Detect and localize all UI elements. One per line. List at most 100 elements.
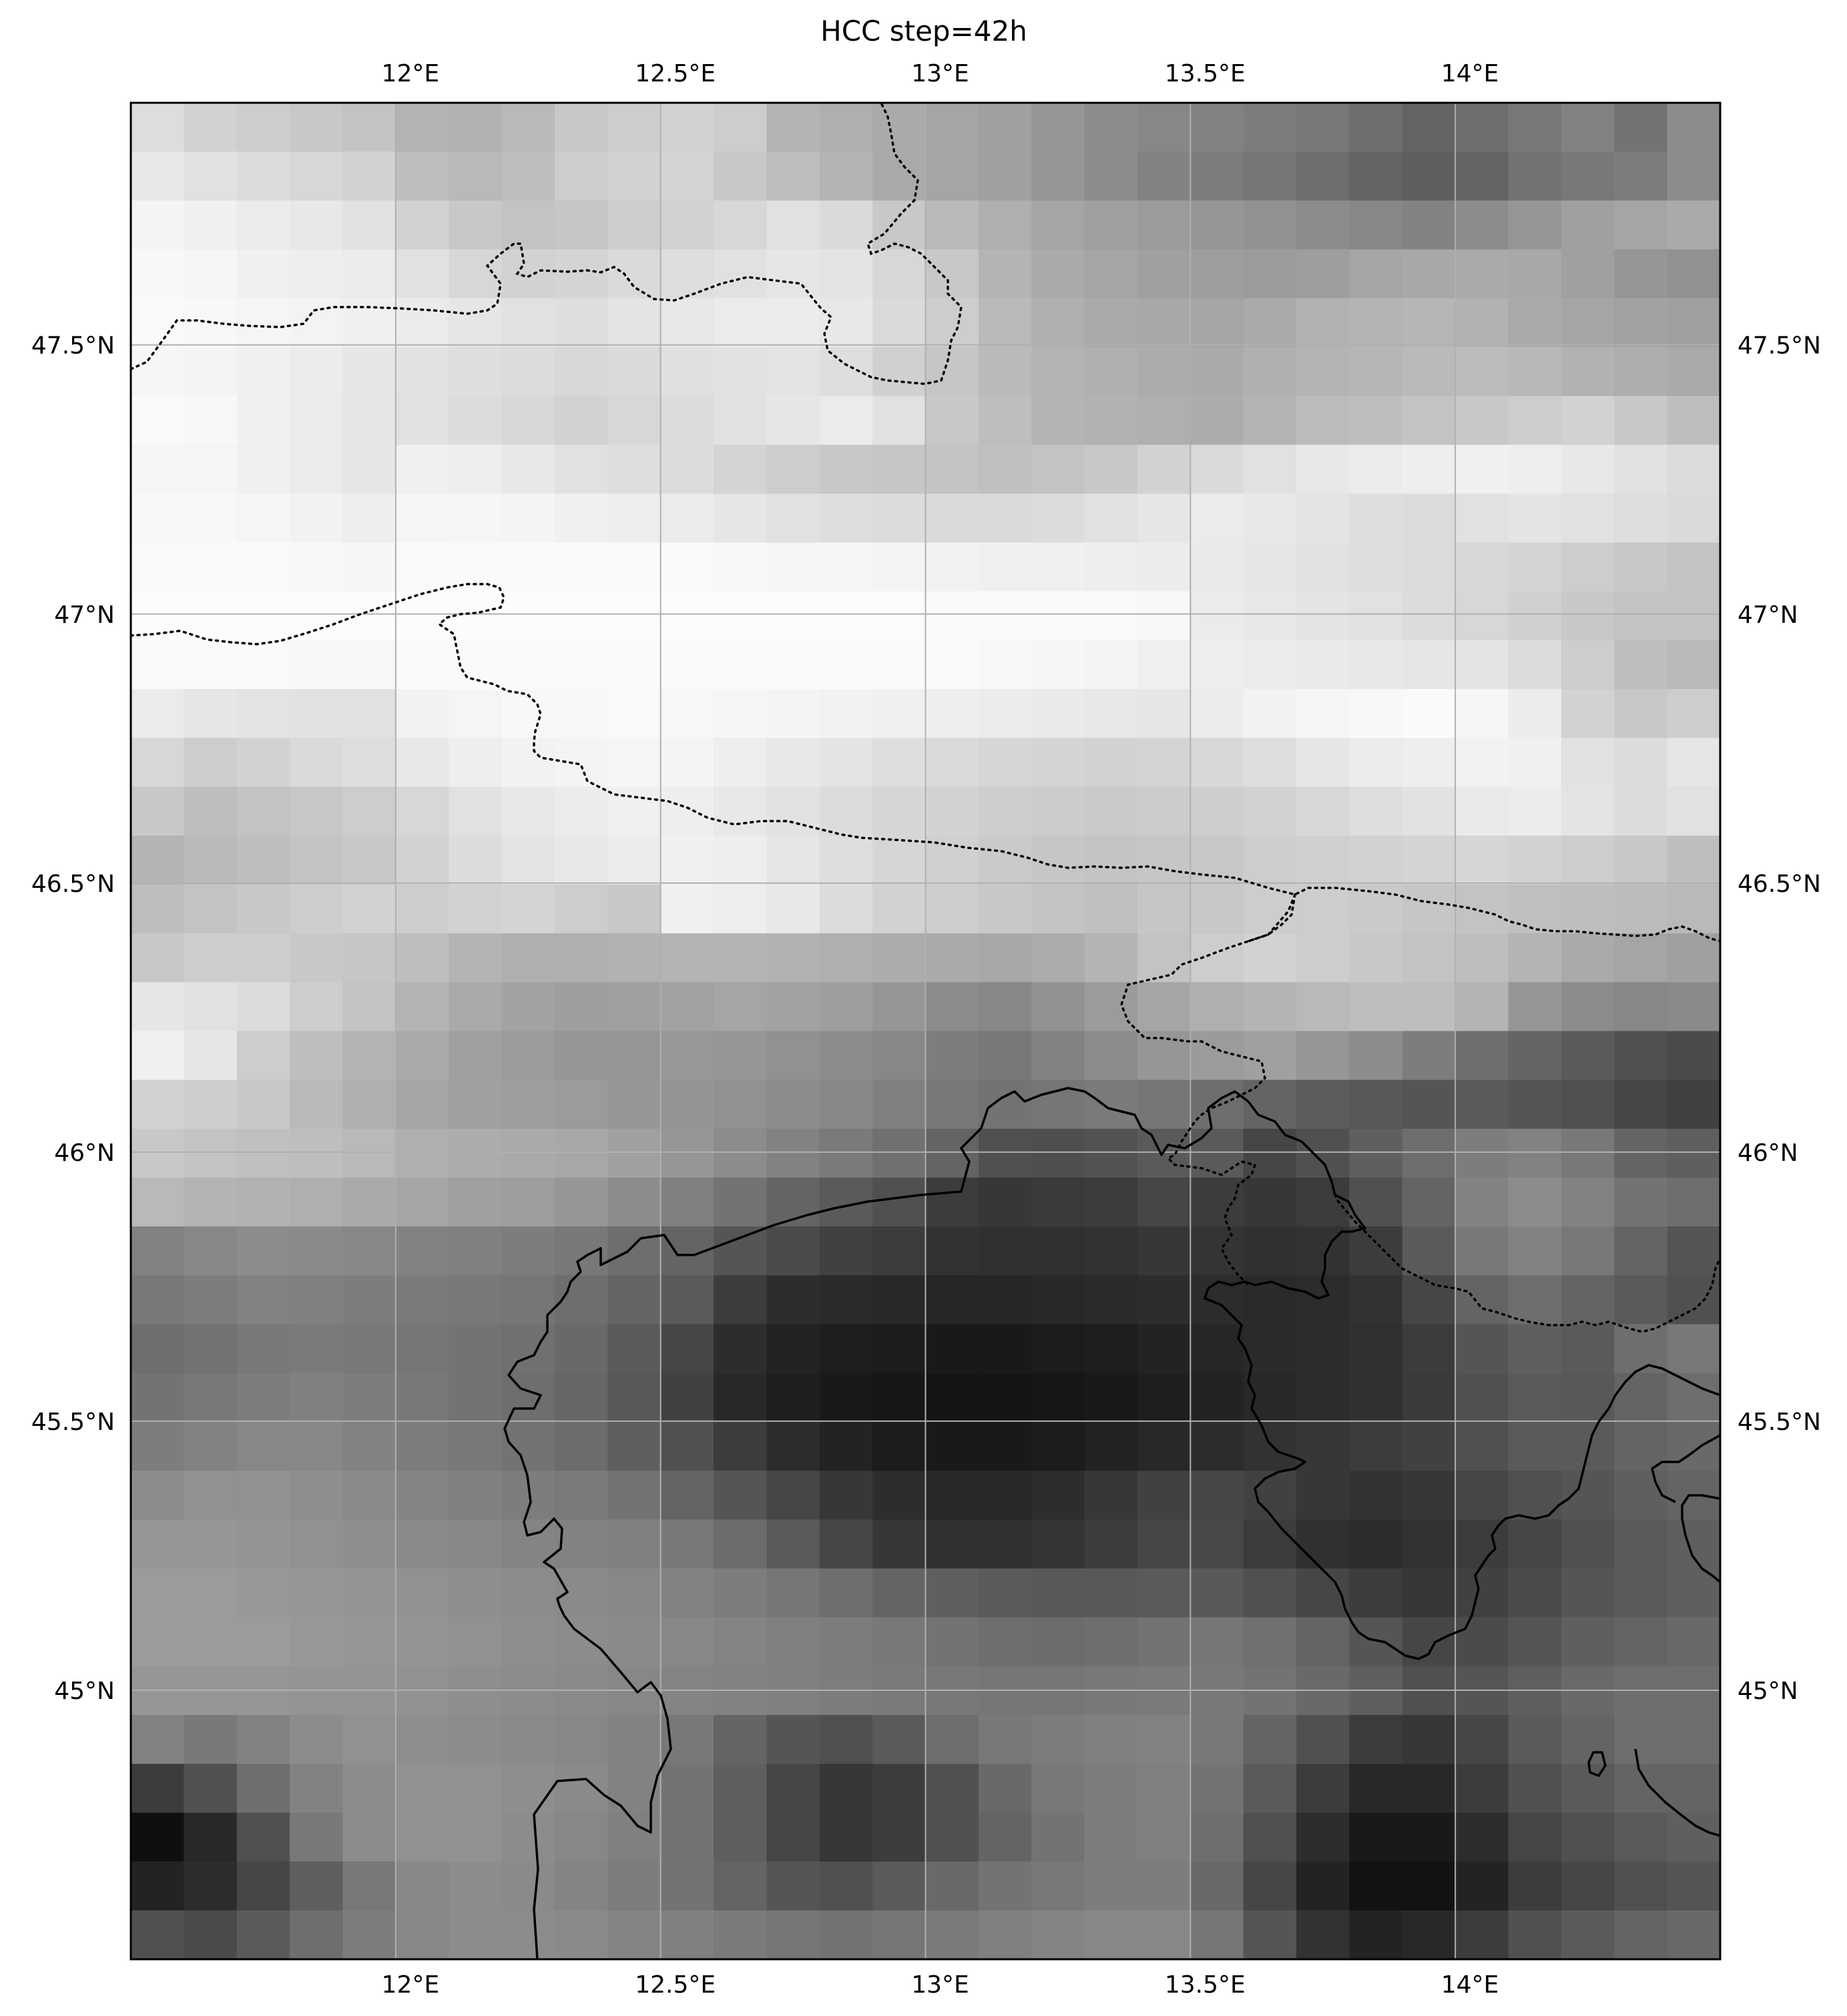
cloud-cover-cell bbox=[766, 103, 820, 152]
cloud-cover-cell bbox=[660, 1568, 714, 1618]
cloud-cover-cell bbox=[342, 1324, 397, 1374]
cloud-cover-cell bbox=[1296, 1471, 1350, 1521]
cloud-cover-cell bbox=[1667, 445, 1720, 495]
cloud-cover-cell bbox=[714, 445, 768, 495]
cloud-cover-cell bbox=[819, 1372, 873, 1423]
cloud-cover-cell bbox=[236, 493, 290, 543]
cloud-cover-cell bbox=[1349, 249, 1403, 299]
cloud-cover-cell bbox=[1667, 1861, 1720, 1911]
cloud-cover-cell bbox=[554, 1617, 609, 1667]
cloud-cover-cell bbox=[1296, 346, 1350, 397]
cloud-cover-cell bbox=[1296, 786, 1350, 836]
cloud-cover-cell bbox=[342, 152, 397, 202]
cloud-cover-cell bbox=[1296, 152, 1350, 202]
cloud-cover-cell bbox=[1561, 1226, 1615, 1276]
cloud-cover-cell bbox=[395, 1910, 449, 1959]
cloud-cover-cell bbox=[1614, 982, 1668, 1032]
cloud-cover-cell bbox=[342, 738, 397, 788]
cloud-cover-cell bbox=[449, 1910, 503, 1959]
cloud-cover-cell bbox=[1190, 1324, 1244, 1374]
cloud-cover-cell bbox=[1349, 1812, 1403, 1862]
cloud-cover-cell bbox=[978, 933, 1033, 983]
cloud-cover-cell bbox=[1402, 640, 1456, 690]
cloud-cover-cell bbox=[1296, 933, 1350, 983]
map-panel bbox=[131, 103, 1720, 1959]
cloud-cover-cell bbox=[660, 346, 714, 397]
cloud-cover-cell bbox=[395, 1178, 449, 1228]
cloud-cover-cell bbox=[184, 346, 238, 397]
cloud-cover-cell bbox=[554, 103, 609, 152]
cloud-cover-cell bbox=[1349, 1764, 1403, 1814]
cloud-cover-cell bbox=[714, 1519, 768, 1569]
cloud-cover-cell bbox=[1614, 1715, 1668, 1765]
cloud-cover-cell bbox=[449, 1226, 503, 1276]
cloud-cover-cell bbox=[131, 152, 185, 202]
cloud-cover-cell bbox=[714, 1764, 768, 1814]
cloud-cover-cell bbox=[1455, 1178, 1509, 1228]
cloud-cover-cell bbox=[660, 1617, 714, 1667]
cloud-cover-cell bbox=[1349, 1617, 1403, 1667]
cloud-cover-cell bbox=[766, 396, 820, 446]
cloud-cover-cell bbox=[819, 640, 873, 690]
cloud-cover-cell bbox=[1455, 689, 1509, 739]
cloud-cover-cell bbox=[1084, 640, 1138, 690]
cloud-cover-cell bbox=[925, 884, 979, 934]
cloud-cover-cell bbox=[290, 982, 344, 1032]
cloud-cover-cell bbox=[184, 1617, 238, 1667]
cloud-cover-cell bbox=[819, 591, 873, 641]
cloud-cover-cell bbox=[766, 298, 820, 348]
cloud-cover-cell bbox=[131, 835, 185, 885]
cloud-cover-cell bbox=[1031, 1519, 1085, 1569]
cloud-cover-cell bbox=[554, 1128, 609, 1178]
cloud-cover-cell bbox=[395, 103, 449, 152]
cloud-cover-cell bbox=[607, 982, 662, 1032]
cloud-cover-cell bbox=[660, 1421, 714, 1471]
cloud-cover-cell bbox=[1137, 1178, 1192, 1228]
cloud-cover-cell bbox=[554, 152, 609, 202]
cloud-cover-cell bbox=[1243, 346, 1297, 397]
cloud-cover-cell bbox=[925, 640, 979, 690]
cloud-cover-cell bbox=[1402, 1764, 1456, 1814]
cloud-cover-cell bbox=[978, 640, 1033, 690]
cloud-cover-cell bbox=[290, 493, 344, 543]
cloud-cover-cell bbox=[978, 200, 1033, 250]
cloud-cover-cell bbox=[290, 1178, 344, 1228]
cloud-cover-cell bbox=[1137, 640, 1192, 690]
cloud-cover-cell bbox=[1667, 396, 1720, 446]
cloud-cover-cell bbox=[607, 1079, 662, 1129]
cloud-cover-cell bbox=[1455, 445, 1509, 495]
cloud-cover-cell bbox=[1084, 1178, 1138, 1228]
cloud-cover-cell bbox=[1402, 1275, 1456, 1325]
cloud-cover-cell bbox=[342, 542, 397, 592]
cloud-cover-cell bbox=[872, 445, 927, 495]
cloud-cover-cell bbox=[1243, 298, 1297, 348]
cloud-cover-cell bbox=[1614, 884, 1668, 934]
cloud-cover-cell bbox=[1561, 493, 1615, 543]
cloud-cover-cell bbox=[819, 542, 873, 592]
cloud-cover-cell bbox=[978, 152, 1033, 202]
cloud-cover-cell bbox=[1190, 1861, 1244, 1911]
cloud-cover-cell bbox=[1243, 591, 1297, 641]
cloud-cover-cell bbox=[395, 1471, 449, 1521]
cloud-cover-cell bbox=[819, 738, 873, 788]
map-frame bbox=[129, 101, 1722, 1961]
cloud-cover-cell bbox=[1031, 1372, 1085, 1423]
cloud-cover-cell bbox=[1031, 1079, 1085, 1129]
cloud-cover-cell bbox=[1084, 1324, 1138, 1374]
cloud-cover-cell bbox=[290, 1471, 344, 1521]
cloud-cover-cell bbox=[714, 1910, 768, 1959]
cloud-cover-cell bbox=[449, 591, 503, 641]
cloud-cover-cell bbox=[607, 1617, 662, 1667]
cloud-cover-cell bbox=[1561, 1568, 1615, 1618]
cloud-cover-cell bbox=[1137, 689, 1192, 739]
cloud-cover-cell bbox=[449, 640, 503, 690]
cloud-cover-cell bbox=[1031, 1617, 1085, 1667]
cloud-cover-cell bbox=[766, 1471, 820, 1521]
cloud-cover-cell bbox=[819, 298, 873, 348]
cloud-cover-cell bbox=[449, 200, 503, 250]
cloud-cover-cell bbox=[1296, 200, 1350, 250]
cloud-cover-cell bbox=[819, 1519, 873, 1569]
cloud-cover-cell bbox=[766, 982, 820, 1032]
cloud-cover-cell bbox=[449, 346, 503, 397]
cloud-cover-cell bbox=[290, 1568, 344, 1618]
